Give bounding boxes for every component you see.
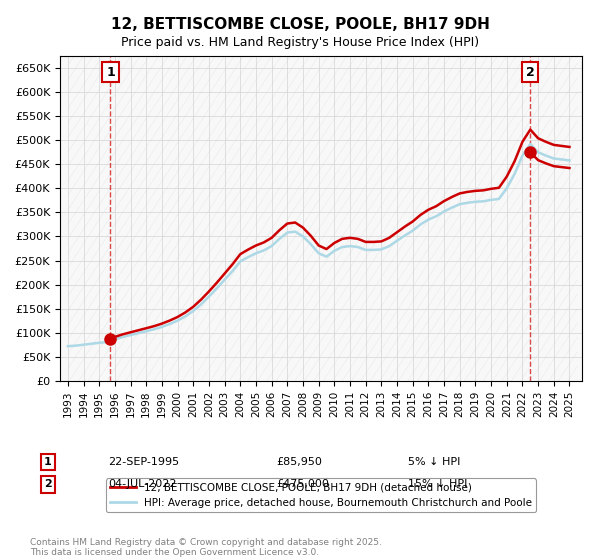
- Bar: [60, 369, 582, 381]
- Text: Contains HM Land Registry data © Crown copyright and database right 2025.
This d: Contains HM Land Registry data © Crown c…: [30, 538, 382, 557]
- Text: £475,000: £475,000: [276, 479, 329, 489]
- Text: 22-SEP-1995: 22-SEP-1995: [108, 457, 179, 467]
- Bar: [60, 176, 582, 188]
- Bar: [60, 321, 582, 333]
- Bar: [60, 225, 582, 236]
- Bar: [60, 249, 582, 260]
- Text: £85,950: £85,950: [276, 457, 322, 467]
- Legend: 12, BETTISCOMBE CLOSE, POOLE, BH17 9DH (detached house), HPI: Average price, det: 12, BETTISCOMBE CLOSE, POOLE, BH17 9DH (…: [106, 478, 536, 512]
- Text: 2: 2: [526, 66, 535, 79]
- Bar: [60, 273, 582, 284]
- Text: Price paid vs. HM Land Registry's House Price Index (HPI): Price paid vs. HM Land Registry's House …: [121, 36, 479, 49]
- Text: 12, BETTISCOMBE CLOSE, POOLE, BH17 9DH: 12, BETTISCOMBE CLOSE, POOLE, BH17 9DH: [110, 17, 490, 32]
- Bar: [60, 345, 582, 357]
- Text: 1: 1: [44, 457, 52, 467]
- Text: 5% ↓ HPI: 5% ↓ HPI: [408, 457, 460, 467]
- Bar: [60, 104, 582, 116]
- Bar: [60, 297, 582, 309]
- Bar: [60, 128, 582, 140]
- Text: 15% ↓ HPI: 15% ↓ HPI: [408, 479, 467, 489]
- Bar: [60, 152, 582, 164]
- Text: 04-JUL-2022: 04-JUL-2022: [108, 479, 176, 489]
- Text: 1: 1: [106, 66, 115, 79]
- Bar: [60, 56, 582, 68]
- Bar: [60, 200, 582, 212]
- Bar: [60, 80, 582, 92]
- Text: 2: 2: [44, 479, 52, 489]
